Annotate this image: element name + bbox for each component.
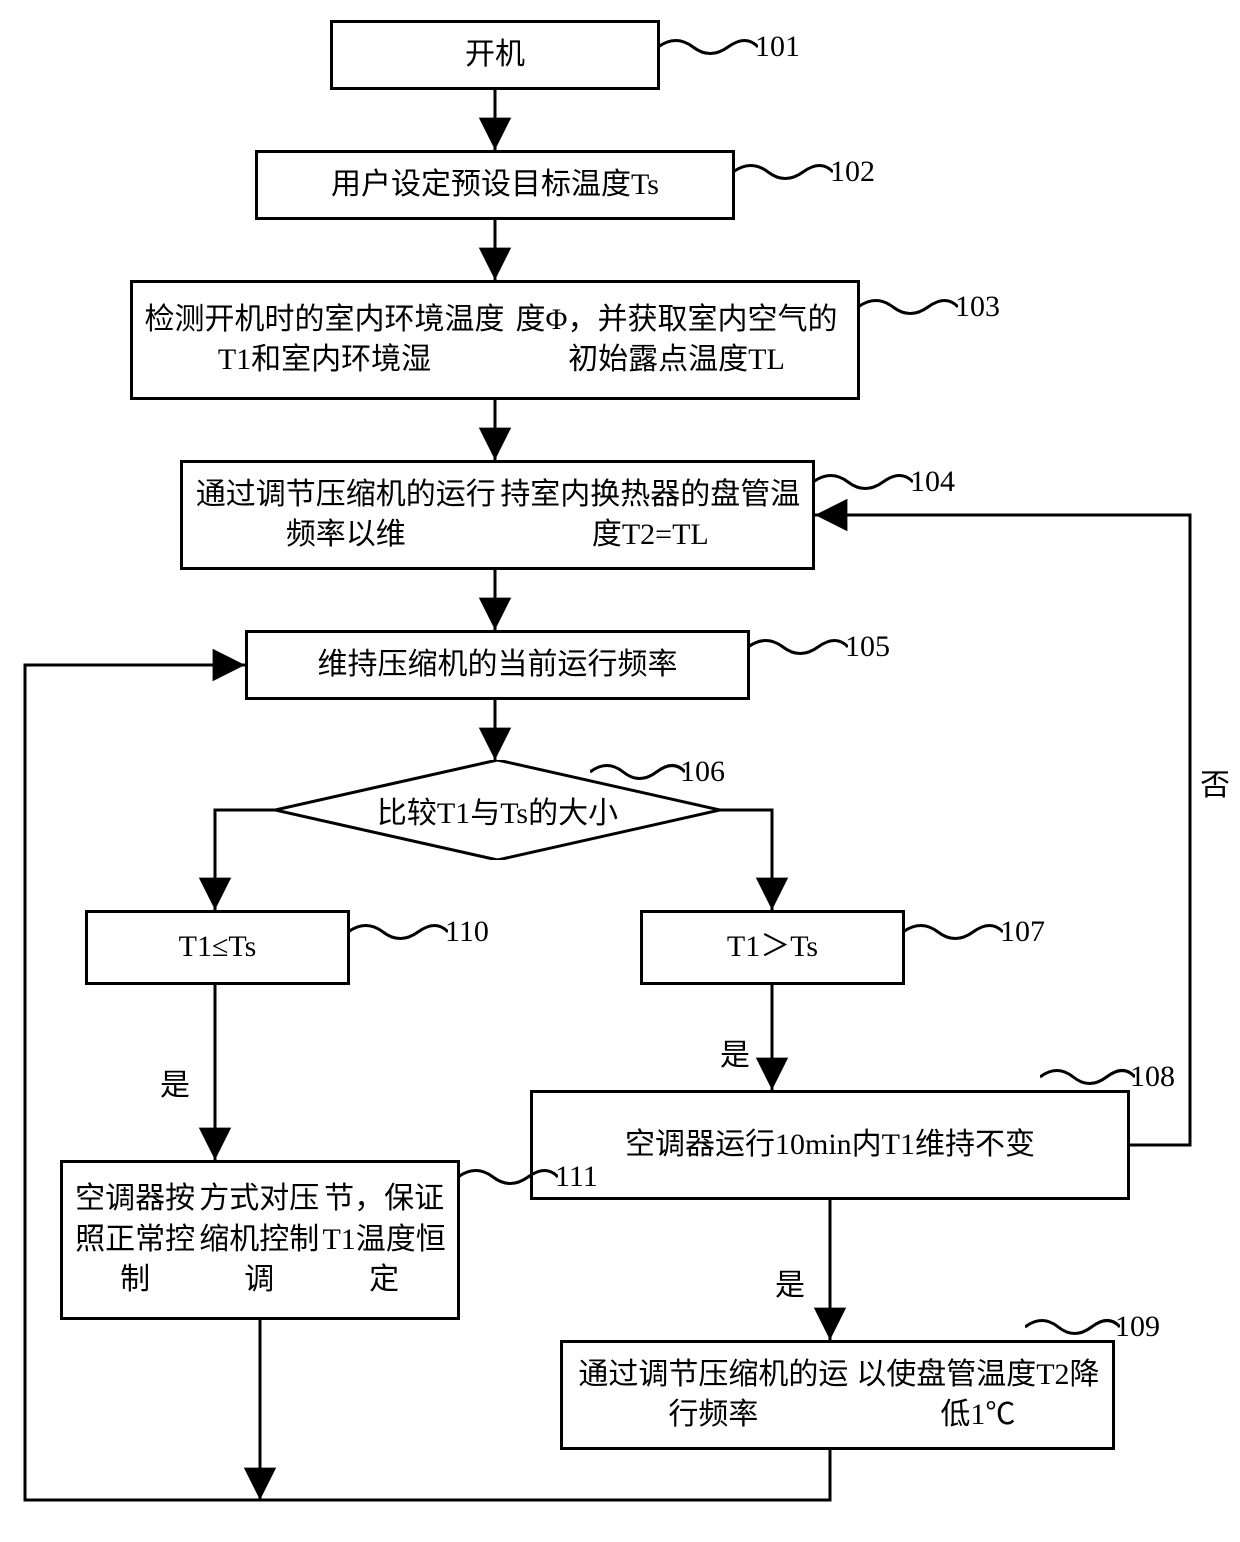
ref-n110: 110	[445, 915, 489, 949]
edge-label: 是	[775, 1260, 805, 1304]
ref-n105: 105	[845, 630, 890, 664]
flowchart-canvas: 开机用户设定预设目标温度Ts 检测开机时的室内环境温度T1和室内环境湿度Φ，并获取…	[0, 0, 1240, 1542]
ref-n109: 109	[1115, 1310, 1160, 1344]
node-n111: 空调器按照正常控制方式对压缩机控制调节，保证T1温度恒定	[60, 1160, 460, 1320]
node-n108: 空调器运行10min内T1维持不变	[530, 1090, 1130, 1200]
edge-label: 是	[720, 1030, 750, 1074]
edge-label: 否	[1200, 760, 1230, 804]
node-n101: 开机	[330, 20, 660, 90]
node-n105: 维持压缩机的当前运行频率	[245, 630, 750, 700]
ref-n102: 102	[830, 155, 875, 189]
ref-n108: 108	[1130, 1060, 1175, 1094]
node-n110: T1≤Ts	[85, 910, 350, 985]
ref-n104: 104	[910, 465, 955, 499]
node-n109: 通过调节压缩机的运行频率以使盘管温度T2降低1℃	[560, 1340, 1115, 1450]
ref-n101: 101	[755, 30, 800, 64]
ref-n107: 107	[1000, 915, 1045, 949]
node-n103: 检测开机时的室内环境温度T1和室内环境湿度Φ，并获取室内空气的初始露点温度TL	[130, 280, 860, 400]
node-n102: 用户设定预设目标温度Ts	[255, 150, 735, 220]
node-n107: T1＞Ts	[640, 910, 905, 985]
ref-n106: 106	[680, 755, 725, 789]
ref-n103: 103	[955, 290, 1000, 324]
node-n104: 通过调节压缩机的运行频率以维持室内换热器的盘管温度T2=TL	[180, 460, 815, 570]
ref-n111: 111	[555, 1160, 598, 1194]
edge-label: 是	[160, 1060, 190, 1104]
